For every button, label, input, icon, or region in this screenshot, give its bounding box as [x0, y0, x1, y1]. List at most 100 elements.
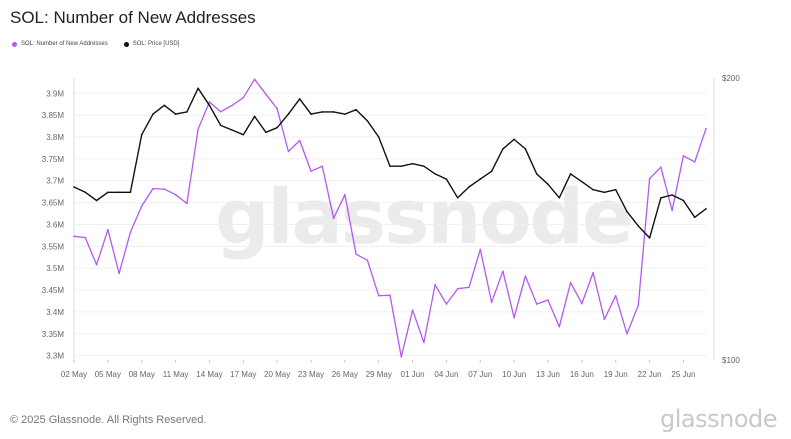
data-point-new-addresses [377, 294, 380, 297]
data-point-new-addresses [73, 235, 75, 238]
data-point-price [581, 180, 583, 183]
data-point-price [603, 191, 606, 194]
data-point-new-addresses [479, 248, 482, 251]
data-point-price [118, 191, 120, 194]
x-tick-label: 16 Jun [570, 370, 594, 379]
data-point-new-addresses [186, 202, 188, 205]
footer-copyright: © 2025 Glassnode. All Rights Reserved. [10, 414, 207, 426]
data-point-price [558, 196, 561, 199]
data-point-price [208, 104, 211, 107]
x-tick-label: 25 Jun [671, 370, 695, 379]
data-point-price [219, 124, 222, 127]
data-point-price [140, 133, 143, 136]
left-tick-label: 3.4M [46, 308, 64, 317]
data-point-price [569, 173, 572, 175]
data-point-price [174, 113, 177, 115]
data-point-new-addresses [118, 272, 120, 275]
data-point-price [411, 162, 414, 165]
legend-swatch-new-addresses [12, 41, 17, 47]
data-point-new-addresses [468, 286, 470, 289]
data-point-new-addresses [84, 236, 87, 239]
data-point-new-addresses [671, 209, 673, 212]
series-line-new-addresses[interactable] [73, 78, 707, 358]
footer-logo[interactable]: glassnode [659, 405, 778, 433]
data-point-new-addresses [524, 275, 527, 277]
data-point-new-addresses [321, 165, 324, 168]
data-point-price [242, 133, 245, 136]
data-point-price [626, 210, 628, 213]
data-point-new-addresses [558, 325, 561, 328]
data-point-price [400, 165, 403, 168]
data-point-price [693, 216, 696, 219]
x-tick-label: 22 Jun [638, 370, 662, 379]
x-tick-label: 26 May [332, 370, 358, 379]
x-tick-label: 08 May [129, 370, 155, 379]
left-tick-label: 3.7M [46, 177, 64, 186]
data-point-new-addresses [95, 263, 98, 266]
data-point-price [73, 186, 75, 188]
right-tick-label: $100 [722, 356, 740, 365]
legend: SOL: Number of New Addresses SOL: Price … [12, 41, 179, 47]
data-point-new-addresses [535, 303, 538, 305]
data-point-new-addresses [163, 188, 166, 190]
x-tick-label: 11 May [163, 370, 189, 379]
data-point-new-addresses [569, 281, 572, 284]
data-point-price [705, 208, 707, 210]
data-point-price [637, 225, 640, 227]
data-point-new-addresses [626, 332, 628, 335]
data-point-new-addresses [705, 127, 707, 130]
x-tick-label: 20 May [264, 370, 290, 379]
data-point-price [648, 237, 651, 239]
data-point-price [682, 199, 685, 202]
data-point-price [163, 104, 166, 107]
data-point-price [152, 113, 154, 115]
data-point-price [265, 131, 267, 134]
data-point-new-addresses [355, 253, 357, 255]
data-point-new-addresses [637, 304, 640, 307]
data-point-new-addresses [366, 259, 369, 262]
data-point-new-addresses [344, 193, 346, 196]
data-point-new-addresses [682, 155, 685, 157]
data-point-new-addresses [208, 101, 211, 103]
data-point-price [389, 165, 391, 168]
x-tick-label: 23 May [298, 370, 324, 379]
data-point-new-addresses [445, 303, 448, 305]
left-tick-label: 3.6M [46, 220, 64, 229]
data-point-price [502, 148, 504, 150]
legend-label-new-addresses: SOL: Number of New Addresses [21, 41, 108, 47]
data-point-price [298, 98, 301, 100]
data-point-price [535, 173, 538, 175]
data-point-new-addresses [219, 110, 222, 113]
data-point-new-addresses [693, 161, 696, 163]
series-line-price[interactable] [73, 87, 707, 239]
data-point-new-addresses [400, 356, 403, 358]
x-tick-label: 29 May [366, 370, 392, 379]
legend-swatch-price [123, 41, 129, 47]
left-tick-label: 3.45M [42, 286, 65, 295]
data-point-price [479, 178, 482, 180]
data-point-new-addresses [197, 128, 199, 130]
left-tick-label: 3.65M [42, 199, 65, 208]
chart-canvas[interactable]: 3.3M 3.35M 3.4M 3.45M 3.5M 3.55M 3.6M 3.65M 3.7M… [0, 0, 791, 400]
data-point-new-addresses [389, 294, 391, 297]
legend-item-price[interactable]: SOL: Price [USD] [123, 41, 179, 47]
left-axis: 3.3M 3.35M 3.4M 3.45M 3.5M 3.55M 3.6M 3.65M 3.7M… [42, 89, 65, 360]
data-point-new-addresses [140, 205, 143, 207]
data-point-price [445, 178, 448, 180]
left-tick-label: 3.3M [46, 352, 64, 361]
data-point-price [231, 129, 233, 131]
legend-item-new-addresses[interactable]: SOL: Number of New Addresses [12, 41, 108, 47]
data-point-new-addresses [107, 228, 109, 231]
x-tick-label: 14 May [196, 370, 222, 379]
data-point-price [456, 196, 459, 199]
data-point-price [276, 126, 278, 129]
x-tick-label: 02 May [61, 370, 87, 379]
data-point-price [468, 186, 470, 188]
data-point-price [129, 191, 132, 194]
data-point-new-addresses [547, 299, 549, 301]
data-point-new-addresses [411, 309, 414, 311]
left-tick-label: 3.55M [42, 242, 65, 251]
data-point-new-addresses [276, 107, 278, 110]
data-point-price [321, 111, 324, 113]
data-point-new-addresses [592, 271, 594, 274]
